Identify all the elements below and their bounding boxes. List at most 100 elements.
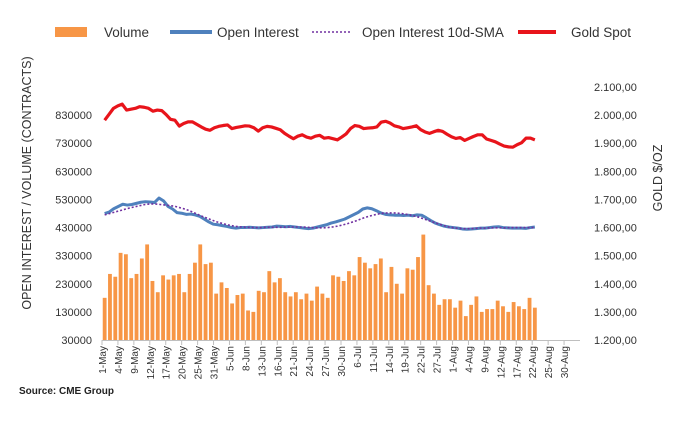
- volume-bar: [501, 306, 505, 340]
- volume-bar: [485, 309, 489, 340]
- volume-bar: [517, 306, 521, 340]
- x-tick-label: 16-Jun: [273, 346, 284, 377]
- volume-bar: [432, 293, 436, 340]
- x-tick-label: 20-May: [178, 346, 189, 379]
- x-tick-label: 12-May: [146, 346, 157, 379]
- volume-bar: [522, 309, 527, 340]
- right-tick-label: 1.400,00: [594, 279, 637, 291]
- volume-bar: [278, 278, 282, 340]
- x-tick-label: 13-Jun: [257, 346, 268, 377]
- volume-bar: [447, 299, 452, 340]
- legend-volume-swatch: [55, 27, 87, 37]
- volume-bar: [262, 292, 266, 340]
- volume-bar: [362, 262, 367, 340]
- right-axis-ticks: 2.100,00 2.000,00 1.900,00 1.800,00 1.700,00…: [594, 82, 637, 347]
- volume-bar: [426, 285, 431, 340]
- volume-bar: [272, 282, 277, 340]
- x-tick-label: 11-Jul: [369, 346, 380, 373]
- volume-bar: [527, 297, 532, 340]
- volume-bar: [246, 310, 250, 340]
- open-interest-sma-line: [104, 203, 535, 230]
- volume-bar: [357, 257, 362, 340]
- volume-bar: [102, 297, 107, 340]
- volume-bar: [384, 292, 389, 340]
- left-axis-ticks: 830000 730000 630000 530000 430000 330000 2300…: [55, 110, 92, 347]
- left-tick-label: 330000: [55, 251, 92, 263]
- open-interest-line: [104, 196, 536, 231]
- volume-bar: [224, 287, 229, 340]
- volume-bar: [400, 293, 404, 340]
- volume-bar: [331, 275, 335, 340]
- volume-bar: [416, 257, 420, 340]
- right-tick-label: 1.700,00: [594, 194, 637, 206]
- legend-gold-label: Gold Spot: [571, 25, 631, 40]
- volume-bar: [506, 311, 511, 340]
- legend: Volume Open Interest Open Interest 10d-S…: [55, 25, 631, 40]
- volume-bar: [389, 266, 394, 340]
- left-tick-label: 30000: [61, 335, 92, 347]
- x-tick-label: 31-May: [210, 346, 221, 379]
- legend-sma-label: Open Interest 10d-SMA: [362, 25, 504, 40]
- volume-bar: [251, 311, 256, 340]
- volume-bar: [288, 296, 293, 340]
- x-tick-label: 17-Aug: [512, 346, 523, 378]
- volume-bar: [511, 302, 516, 340]
- series-lines: [103, 102, 536, 231]
- volume-bar: [155, 292, 160, 340]
- x-tick-label: 30-Jun: [337, 346, 348, 377]
- volume-bar: [283, 292, 288, 340]
- volume-bar: [410, 269, 415, 340]
- volume-bar: [145, 244, 150, 340]
- x-axis: 1-May 4-May 9-May 12-May 17-May 20-May 25-May 3…: [98, 340, 580, 379]
- x-tick-label: 22-Jul: [417, 346, 428, 373]
- volume-bar: [235, 295, 240, 340]
- volume-bar: [463, 316, 468, 340]
- volume-bar: [171, 275, 176, 340]
- volume-bar: [304, 293, 309, 340]
- x-tick-label: 4-May: [114, 346, 125, 374]
- volume-bar: [474, 296, 479, 340]
- volume-bar: [187, 273, 192, 340]
- x-tick-label: 30-Aug: [560, 346, 571, 378]
- volume-bar: [123, 254, 128, 340]
- volume-bar: [421, 234, 426, 340]
- legend-volume-label: Volume: [104, 25, 149, 40]
- volume-bar: [182, 292, 187, 340]
- x-tick-label: 22-Aug: [528, 346, 539, 378]
- left-tick-label: 830000: [55, 110, 92, 122]
- volume-bar: [373, 264, 378, 340]
- left-tick-label: 730000: [55, 138, 92, 150]
- volume-bar: [198, 244, 203, 340]
- volume-bar: [193, 262, 197, 340]
- volume-bar: [469, 304, 474, 340]
- left-tick-label: 530000: [55, 194, 92, 206]
- volume-bar: [309, 300, 314, 340]
- volume-bar: [240, 293, 245, 340]
- volume-bar: [490, 309, 495, 340]
- right-tick-label: 1.200,00: [594, 335, 637, 347]
- x-tick-label: 1-Aug: [449, 346, 460, 373]
- volume-bar: [368, 268, 373, 340]
- x-tick-label: 27-Jun: [321, 346, 332, 377]
- volume-bar: [325, 297, 330, 340]
- right-tick-label: 1.600,00: [594, 223, 637, 235]
- x-tick-label: 4-Aug: [464, 346, 475, 373]
- x-tick-label: 9-Aug: [480, 346, 491, 373]
- volume-bar: [203, 264, 208, 340]
- x-tick-label: 27-Jul: [433, 346, 444, 373]
- volume-bar: [134, 273, 139, 340]
- volume-bar: [230, 303, 235, 340]
- x-tick-label: 14-Jul: [385, 346, 396, 373]
- right-tick-label: 2.100,00: [594, 82, 637, 94]
- volume-bar: [214, 293, 219, 340]
- volume-bar: [378, 258, 383, 340]
- volume-bar: [113, 276, 118, 340]
- x-tick-label: 9-May: [130, 346, 141, 374]
- x-tick-label: 1-May: [98, 346, 109, 374]
- x-tick-label: 24-Jun: [305, 346, 316, 377]
- left-axis-title: OPEN INTEREST / VOLUME (CONTRACTS): [20, 56, 34, 309]
- right-tick-label: 1.900,00: [594, 138, 637, 150]
- volume-bar: [532, 307, 537, 340]
- right-tick-label: 2.000,00: [594, 110, 637, 122]
- x-tick-label: 25-Aug: [544, 346, 555, 378]
